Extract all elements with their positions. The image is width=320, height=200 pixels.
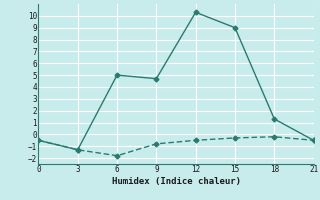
X-axis label: Humidex (Indice chaleur): Humidex (Indice chaleur) [111, 177, 241, 186]
